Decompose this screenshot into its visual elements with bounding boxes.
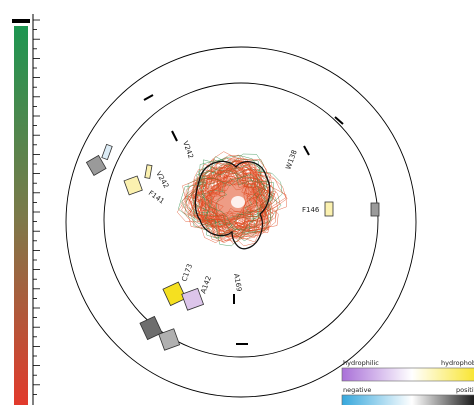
residue-box-blue	[101, 143, 113, 161]
color-scale-ticks	[33, 19, 40, 395]
label-f141: F141	[147, 189, 166, 206]
ring-mark	[303, 145, 310, 156]
key-negative-label: negative	[343, 386, 371, 394]
ring-mark	[143, 94, 154, 101]
ring-marks	[143, 94, 344, 345]
pocket-outline	[194, 160, 271, 250]
conformation-trace	[194, 166, 266, 230]
residue-box-gray	[85, 154, 107, 176]
conformation-trace	[199, 168, 271, 240]
key-positive-label: positive	[456, 386, 474, 394]
residue-box-c173	[162, 281, 187, 307]
charge-gradient	[341, 394, 474, 405]
inner-ring	[103, 82, 379, 358]
conformation-trace	[185, 153, 266, 234]
conformation-trace	[201, 164, 271, 221]
conformation-trace	[190, 168, 260, 233]
residue-box-a142	[181, 287, 205, 311]
ring-mark	[334, 116, 344, 125]
conformation-cloud	[176, 151, 288, 247]
conformation-trace	[176, 160, 264, 236]
label-v242-top: V242	[181, 140, 195, 160]
conformation-trace	[178, 155, 272, 233]
label-v242-mid: V242	[154, 170, 170, 190]
residue-box-gray-right	[370, 202, 380, 217]
residue-box-f141	[123, 175, 143, 196]
conformation-trace	[184, 159, 270, 239]
label-c173: C173	[180, 263, 194, 283]
conformation-trace	[198, 167, 268, 228]
ring-mark	[171, 130, 178, 142]
residue-box-v242	[144, 164, 153, 179]
conformation-trace	[187, 158, 263, 230]
conformation-trace	[208, 167, 270, 223]
color-scale-cap	[12, 19, 30, 23]
residue-boxes	[85, 143, 380, 351]
vertical-color-scale	[12, 14, 40, 405]
property-keys: hydrophilic hydrophobic negative positiv…	[341, 359, 474, 405]
label-a142: A142	[199, 275, 213, 295]
outer-ring	[65, 46, 417, 398]
residue-box-f146	[324, 201, 334, 217]
conformation-trace	[181, 158, 270, 242]
color-scale-bar	[14, 26, 28, 405]
pocket-cavity	[231, 196, 245, 208]
key-hydrophilic-label: hydrophilic	[343, 359, 379, 367]
label-w138: W138	[284, 149, 298, 171]
label-f146: F146	[302, 206, 320, 214]
key-hydrophobic-label: hydrophobic	[441, 359, 474, 367]
residue-box-dark	[139, 315, 163, 341]
hydrophobicity-gradient	[341, 367, 474, 382]
concentric-rings	[65, 46, 417, 398]
residue-box-gray-low	[158, 328, 181, 351]
label-a169: A169	[232, 273, 243, 292]
